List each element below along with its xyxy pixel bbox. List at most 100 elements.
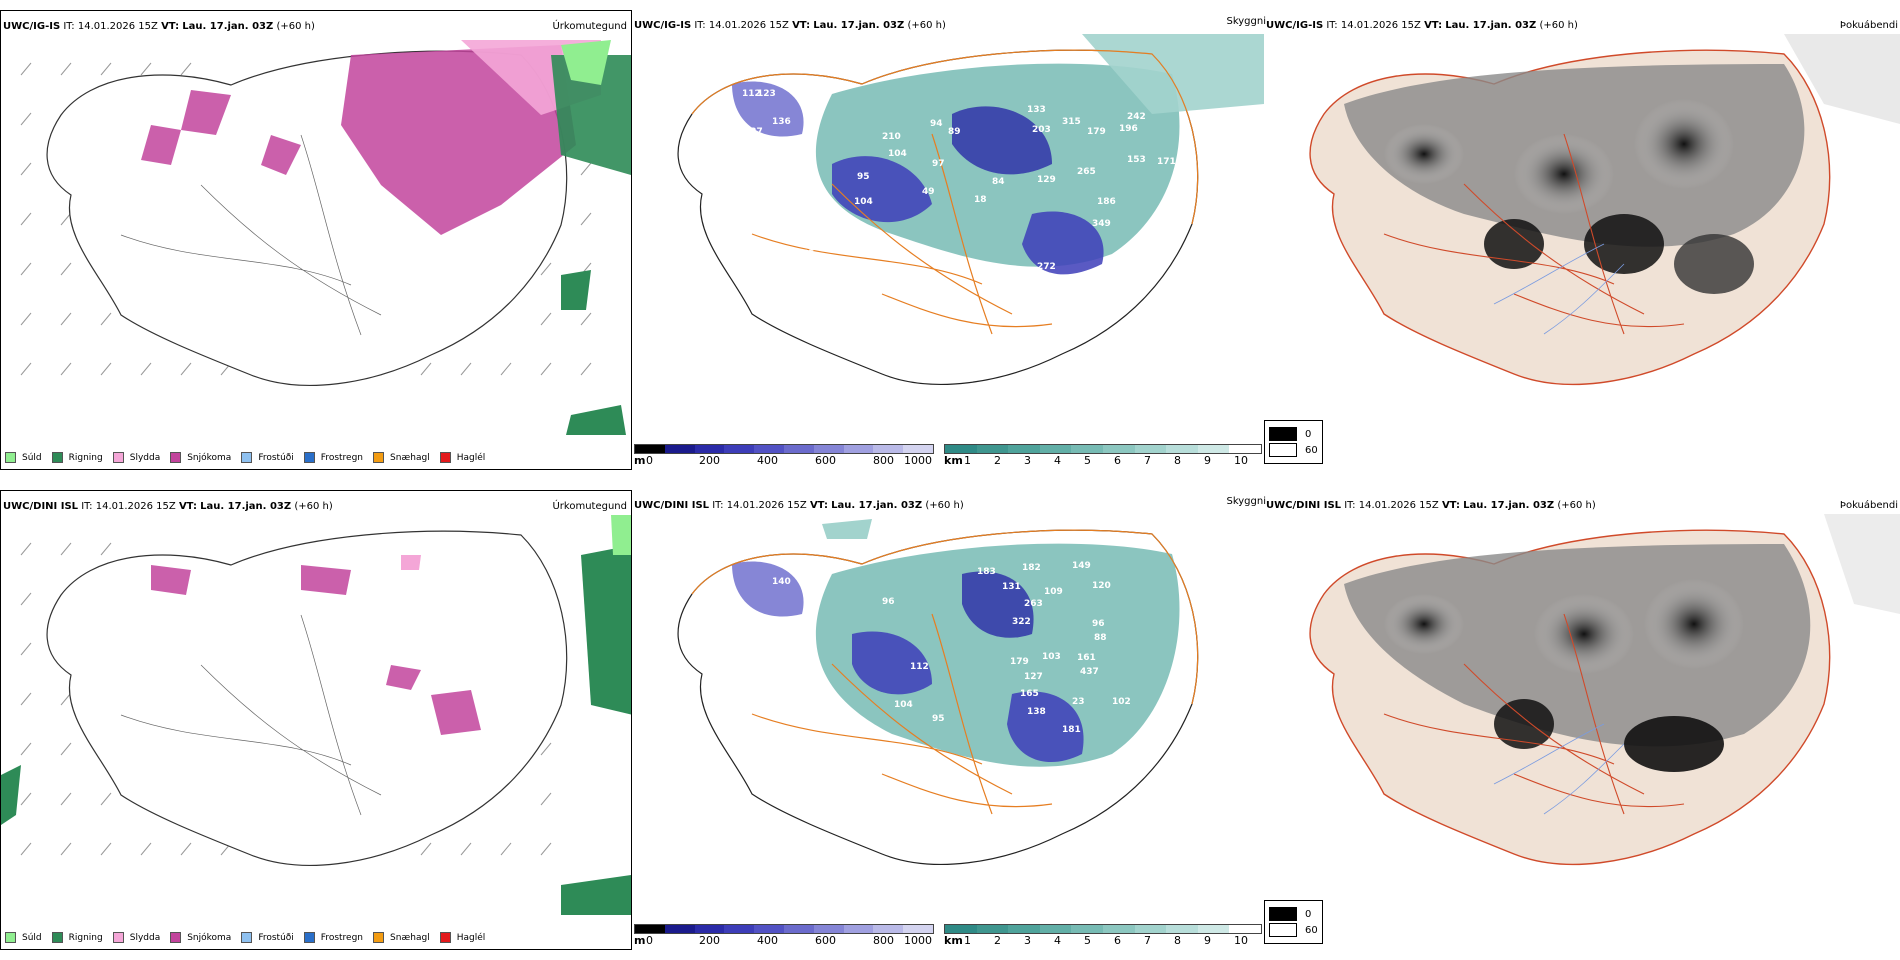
height-label: 179 xyxy=(1010,657,1029,667)
cloud-map: 112 123 136 127 111 95 104 118 80 85 76 … xyxy=(677,34,1264,386)
colorbar-tick: 3 xyxy=(1024,454,1031,467)
height-label: 138 xyxy=(1027,707,1046,717)
height-label: 95 xyxy=(932,714,945,724)
colorbar-tick: 6 xyxy=(1114,934,1121,947)
height-label: 186 xyxy=(1097,197,1116,207)
fog-map xyxy=(1309,514,1900,866)
cloud-visibility-panel: UWC/DINI ISL IT: 14.01.2026 15Z VT: Lau.… xyxy=(632,490,1266,950)
panel-title: Þokuábendi xyxy=(1839,20,1898,31)
legend-label: Slydda xyxy=(129,452,161,463)
colorbar-tick: 8 xyxy=(1174,454,1181,467)
fog-legend-label: 0 xyxy=(1305,428,1312,440)
height-label: 94 xyxy=(930,119,943,129)
height-label: 263 xyxy=(1024,599,1043,609)
height-label: 112 xyxy=(742,89,761,99)
height-label: 112 xyxy=(910,662,929,672)
height-label: 120 xyxy=(1092,581,1111,591)
panel-header: UWC/IG-IS IT: 14.01.2026 15Z VT: Lau. 17… xyxy=(3,21,315,32)
vt-label: VT: xyxy=(178,501,197,512)
legend-item: Frostregn xyxy=(303,932,363,943)
it-label: IT: xyxy=(1326,20,1338,31)
height-label: 76 xyxy=(880,247,893,257)
vt-label: VT: xyxy=(1441,500,1460,511)
visibility-area xyxy=(815,543,1180,767)
legend-item: Slydda xyxy=(112,452,161,463)
legend-item: Snæhagl xyxy=(373,932,430,943)
it-value: 14.01.2026 15Z xyxy=(726,500,807,511)
colorbar-tick: 4 xyxy=(1054,454,1061,467)
precip-map xyxy=(1,515,631,915)
height-label: 104 xyxy=(894,700,913,710)
legend-label: Slydda xyxy=(129,932,161,943)
height-label: 183 xyxy=(977,567,996,577)
legend-swatch xyxy=(439,932,451,943)
panel-title: Þokuábendi xyxy=(1839,500,1898,511)
height-label: 349 xyxy=(1092,219,1111,229)
rain-area xyxy=(551,55,631,175)
legend-label: Haglél xyxy=(456,452,486,463)
it-value: 14.01.2026 15Z xyxy=(77,21,158,32)
colorbar-unit: m xyxy=(634,934,646,947)
colorbar-unit: m xyxy=(634,454,646,467)
height-label: 127 xyxy=(744,127,763,137)
colorbar-tick: 5 xyxy=(1084,454,1091,467)
height-label: 111 xyxy=(770,187,789,197)
it-value: 14.01.2026 15Z xyxy=(1358,500,1439,511)
it-label: IT: xyxy=(81,501,93,512)
it-label: IT: xyxy=(694,20,706,31)
height-label: 127 xyxy=(1024,672,1043,682)
it-label: IT: xyxy=(63,21,75,32)
height-label: 242 xyxy=(1127,112,1146,122)
colorbar-tick: 2 xyxy=(994,934,1001,947)
fog-legend-item: 60 xyxy=(1269,443,1318,457)
height-label: 103 xyxy=(1042,652,1061,662)
legend-swatch xyxy=(112,932,124,943)
colorbar-tick: 200 xyxy=(699,934,720,947)
vt-value: Lau. 17.jan. 03Z xyxy=(182,21,274,32)
fog-legend-item: 0 xyxy=(1269,907,1318,921)
colorbar-tick: 7 xyxy=(1144,934,1151,947)
visibility-colorbar: km 1 2 3 4 5 6 7 8 9 10 xyxy=(944,444,1262,468)
height-label: 80 xyxy=(797,232,810,242)
fog-legend-item: 60 xyxy=(1269,923,1318,937)
vt-value: Lau. 17.jan. 03Z xyxy=(200,501,292,512)
colorbar-tick: 200 xyxy=(699,454,720,467)
vt-label: VT: xyxy=(792,20,811,31)
height-label: 49 xyxy=(922,187,935,197)
height-label: 182 xyxy=(1022,563,1041,573)
colorbar-tick: 2 xyxy=(994,454,1001,467)
vt-label: VT: xyxy=(809,500,828,511)
model-row-bottom: UWC/DINI ISL IT: 14.01.2026 15Z VT: Lau.… xyxy=(0,490,1900,960)
height-colorbar-bar xyxy=(634,924,934,934)
drizzle-area xyxy=(561,40,611,85)
vt-value: Lau. 17.jan. 03Z xyxy=(1463,500,1555,511)
height-label: 161 xyxy=(1077,653,1096,663)
legend-item: Rigning xyxy=(51,452,103,463)
height-label: 315 xyxy=(1062,117,1081,127)
precip-map xyxy=(20,40,631,435)
legend-item: Frostúði xyxy=(241,932,294,943)
legend-item: Rigning xyxy=(51,932,103,943)
colorbar-unit: km xyxy=(944,934,963,947)
colorbar-tick: 1 xyxy=(964,934,971,947)
height-label: 171 xyxy=(1157,157,1176,167)
panel-title: Skyggni xyxy=(1226,496,1266,507)
legend-swatch xyxy=(373,452,385,463)
height-label: 104 xyxy=(854,197,873,207)
it-label: IT: xyxy=(1344,500,1356,511)
height-label: 118 xyxy=(1122,267,1141,277)
drizzle-area xyxy=(611,515,631,555)
colorbar-tick: 600 xyxy=(815,934,836,947)
legend-item: Snjókoma xyxy=(170,452,231,463)
height-label: 89 xyxy=(948,127,961,137)
visibility-colorbar: km 1 2 3 4 5 6 7 8 9 10 xyxy=(944,924,1262,948)
fog-panel: UWC/IG-IS IT: 14.01.2026 15Z VT: Lau. 17… xyxy=(1264,10,1900,470)
lead-time: (+60 h) xyxy=(276,21,315,32)
legend-item: Snæhagl xyxy=(373,452,430,463)
height-label: 210 xyxy=(882,132,901,142)
colorbar-tick: 7 xyxy=(1144,454,1151,467)
lead-time: (+60 h) xyxy=(1557,500,1596,511)
height-label: 322 xyxy=(1012,617,1031,627)
height-label: 272 xyxy=(1037,262,1056,272)
height-colorbar: m 0 200 400 600 800 1000 xyxy=(634,444,934,468)
